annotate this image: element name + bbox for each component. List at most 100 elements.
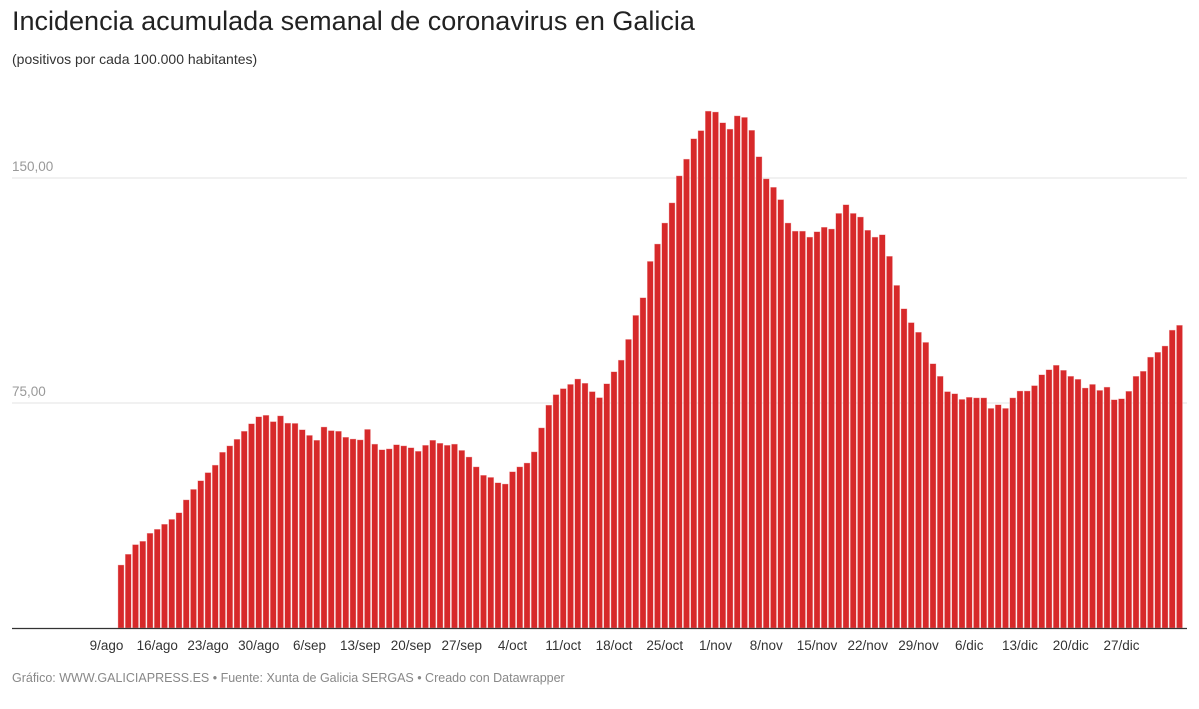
- bar: [842, 204, 850, 629]
- bar: [422, 445, 429, 629]
- x-tick-label: 16/ago: [137, 638, 178, 653]
- bar: [161, 524, 168, 629]
- bar: [168, 519, 175, 629]
- bar: [436, 443, 444, 629]
- bar: [995, 404, 1002, 629]
- bar: [828, 228, 835, 629]
- chart-title: Incidencia acumulada semanal de coronavi…: [12, 6, 695, 36]
- bar: [1132, 376, 1140, 629]
- x-tick-label: 13/sep: [340, 638, 381, 653]
- bar: [647, 261, 654, 629]
- bar: [132, 544, 139, 629]
- bar: [204, 472, 212, 629]
- bar: [473, 466, 480, 629]
- bar: [494, 482, 502, 629]
- chart-footer: Gráfico: WWW.GALICIAPRESS.ES • Fuente: X…: [12, 671, 565, 685]
- x-tick-label: 27/sep: [441, 638, 482, 653]
- bar: [937, 376, 944, 629]
- bar: [552, 394, 560, 629]
- bar: [654, 243, 661, 629]
- bar: [523, 462, 531, 629]
- bar: [1089, 384, 1096, 629]
- x-tick-label: 13/dic: [1002, 638, 1038, 653]
- bar: [226, 445, 233, 629]
- bar: [1140, 371, 1147, 629]
- bar: [1154, 352, 1161, 629]
- bar: [705, 110, 712, 629]
- bar: [1053, 365, 1060, 629]
- bar: [480, 475, 487, 629]
- bar: [125, 554, 132, 629]
- bar: [799, 230, 806, 629]
- bar: [625, 339, 632, 629]
- bar: [973, 397, 980, 629]
- bar: [1118, 398, 1125, 629]
- bar: [378, 449, 386, 629]
- y-tick-label: 75,00: [12, 384, 46, 399]
- bar: [908, 322, 915, 629]
- bar: [1002, 408, 1009, 629]
- bar: [415, 451, 422, 629]
- bar: [763, 178, 770, 629]
- bar: [850, 213, 857, 629]
- bar: [958, 399, 966, 629]
- bar: [502, 483, 509, 629]
- bar: [386, 448, 393, 629]
- bar: [1111, 399, 1118, 629]
- bar: [610, 371, 618, 629]
- bar: [741, 117, 748, 629]
- x-tick-label: 30/ago: [238, 638, 279, 653]
- bar: [784, 222, 792, 629]
- bar: [726, 128, 734, 629]
- bar: [929, 363, 937, 629]
- x-tick-label: 27/dic: [1103, 638, 1139, 653]
- bar: [922, 342, 929, 629]
- bar: [509, 471, 516, 629]
- bar: [864, 229, 871, 629]
- bar: [154, 529, 161, 629]
- x-tick-label: 11/oct: [545, 638, 581, 653]
- bar: [429, 440, 436, 629]
- bar: [139, 541, 146, 629]
- bar: [560, 388, 567, 629]
- x-tick-label: 8/nov: [750, 638, 783, 653]
- bar: [458, 450, 465, 629]
- bar: [770, 187, 777, 629]
- bar: [117, 564, 125, 629]
- x-tick-label: 22/nov: [847, 638, 888, 653]
- x-tick-label: 25/oct: [646, 638, 683, 653]
- bar: [1147, 356, 1154, 629]
- bar: [719, 122, 726, 629]
- bar: [1024, 390, 1031, 629]
- bar: [299, 429, 306, 629]
- x-tick-label: 18/oct: [596, 638, 633, 653]
- bar: [813, 231, 821, 629]
- bar: [792, 230, 799, 629]
- chart-subtitle: (positivos por cada 100.000 habitantes): [12, 51, 258, 67]
- bar: [270, 421, 277, 629]
- bar: [900, 308, 908, 629]
- bar: [603, 383, 610, 629]
- bar: [219, 452, 226, 629]
- x-tick-label: 20/dic: [1053, 638, 1089, 653]
- bar: [516, 466, 523, 629]
- x-tick-label: 20/sep: [391, 638, 432, 653]
- bar: [1067, 376, 1074, 629]
- bar: [241, 431, 248, 629]
- bar: [944, 391, 951, 629]
- bar: [1016, 390, 1024, 629]
- bar: [349, 438, 357, 629]
- bar: [806, 236, 813, 629]
- bar: [639, 297, 647, 629]
- bar: [233, 439, 241, 629]
- bar: [1009, 397, 1016, 629]
- x-tick-label: 23/ago: [187, 638, 228, 653]
- bar: [1060, 370, 1067, 629]
- bar: [668, 202, 676, 629]
- x-tick-label: 4/oct: [498, 638, 528, 653]
- bar: [284, 422, 291, 629]
- bar: [755, 156, 763, 629]
- bar: [357, 439, 364, 629]
- bar: [1169, 329, 1176, 629]
